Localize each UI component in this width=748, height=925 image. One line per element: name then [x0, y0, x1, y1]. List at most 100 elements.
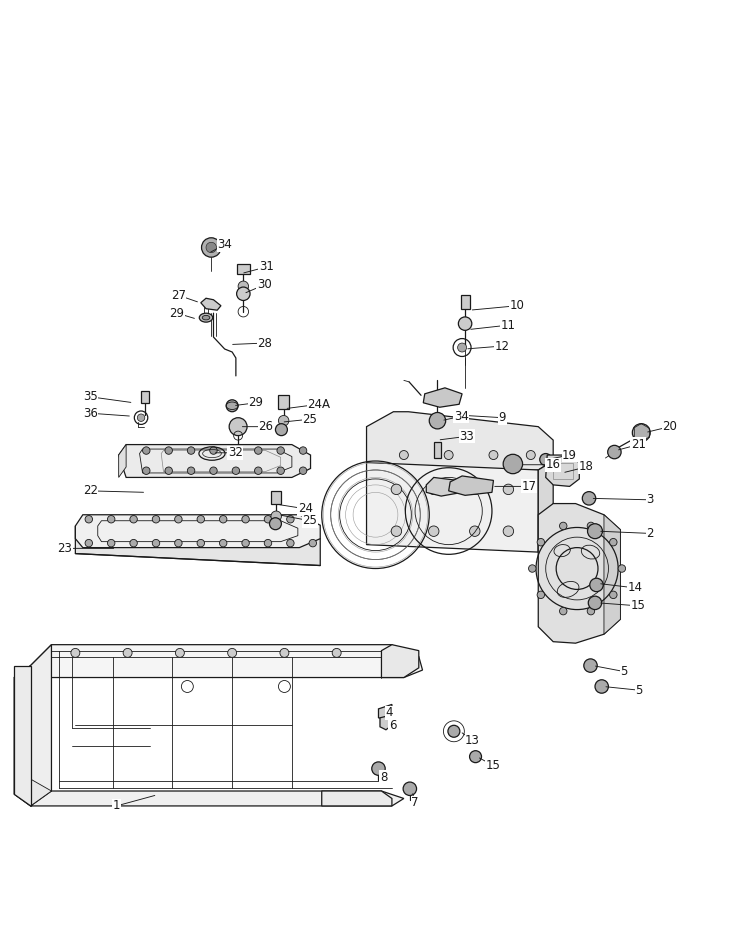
- Circle shape: [444, 450, 453, 460]
- Circle shape: [165, 447, 173, 454]
- Circle shape: [332, 648, 341, 658]
- Polygon shape: [426, 477, 464, 496]
- Circle shape: [391, 484, 402, 495]
- Circle shape: [232, 467, 239, 475]
- Text: 35: 35: [83, 390, 98, 403]
- Text: 15: 15: [486, 759, 501, 772]
- Text: 6: 6: [389, 719, 396, 732]
- Circle shape: [174, 515, 182, 523]
- Text: 12: 12: [495, 339, 510, 352]
- Polygon shape: [367, 462, 539, 552]
- Circle shape: [560, 523, 567, 530]
- Circle shape: [108, 539, 115, 547]
- Circle shape: [143, 447, 150, 454]
- Text: 1: 1: [113, 799, 120, 812]
- Circle shape: [227, 648, 236, 658]
- Circle shape: [143, 467, 150, 475]
- Circle shape: [403, 782, 417, 796]
- Circle shape: [153, 539, 160, 547]
- Text: 34: 34: [454, 410, 469, 423]
- Circle shape: [254, 447, 262, 454]
- Polygon shape: [367, 412, 554, 470]
- Circle shape: [503, 484, 514, 495]
- Polygon shape: [14, 779, 52, 806]
- Circle shape: [537, 538, 545, 546]
- Text: 32: 32: [227, 446, 242, 460]
- Circle shape: [275, 424, 287, 436]
- Circle shape: [219, 515, 227, 523]
- Circle shape: [269, 518, 281, 530]
- Text: 33: 33: [459, 430, 474, 443]
- Circle shape: [587, 523, 595, 530]
- Circle shape: [71, 648, 80, 658]
- Circle shape: [503, 526, 514, 536]
- Circle shape: [130, 515, 138, 523]
- Polygon shape: [381, 645, 419, 677]
- Polygon shape: [119, 445, 310, 477]
- Circle shape: [429, 484, 439, 495]
- Circle shape: [470, 526, 480, 536]
- Circle shape: [175, 648, 184, 658]
- Circle shape: [226, 400, 238, 412]
- Circle shape: [588, 596, 601, 610]
- Text: 24: 24: [298, 502, 313, 515]
- Circle shape: [236, 287, 250, 301]
- Text: 20: 20: [662, 420, 677, 433]
- Circle shape: [610, 538, 617, 546]
- Circle shape: [587, 524, 602, 538]
- Polygon shape: [76, 515, 320, 548]
- Circle shape: [108, 515, 115, 523]
- Text: 34: 34: [217, 238, 232, 251]
- Circle shape: [503, 454, 523, 474]
- Circle shape: [582, 491, 595, 505]
- Text: 27: 27: [171, 289, 186, 302]
- Text: 29: 29: [169, 307, 185, 320]
- Circle shape: [470, 751, 482, 762]
- Bar: [278, 395, 289, 409]
- Circle shape: [540, 453, 552, 465]
- Circle shape: [372, 762, 385, 775]
- Bar: [554, 462, 573, 479]
- Circle shape: [254, 467, 262, 475]
- Text: 5: 5: [620, 665, 628, 678]
- Ellipse shape: [202, 315, 209, 320]
- Text: 17: 17: [522, 480, 537, 493]
- Bar: [271, 491, 281, 504]
- Text: 22: 22: [83, 485, 98, 498]
- Polygon shape: [539, 461, 554, 552]
- Text: 7: 7: [411, 796, 419, 809]
- Circle shape: [271, 511, 281, 522]
- Circle shape: [187, 467, 194, 475]
- Circle shape: [153, 515, 160, 523]
- Text: 4: 4: [385, 706, 393, 719]
- Polygon shape: [423, 388, 462, 407]
- Text: 23: 23: [58, 542, 73, 555]
- Text: 11: 11: [501, 318, 516, 332]
- Ellipse shape: [199, 314, 212, 322]
- Text: 16: 16: [546, 458, 561, 471]
- Circle shape: [607, 445, 621, 459]
- Polygon shape: [378, 705, 392, 720]
- Circle shape: [280, 648, 289, 658]
- Text: 5: 5: [635, 684, 643, 697]
- Polygon shape: [31, 791, 404, 806]
- Circle shape: [264, 539, 272, 547]
- Polygon shape: [322, 791, 392, 806]
- Circle shape: [201, 238, 221, 257]
- Circle shape: [238, 281, 248, 291]
- Circle shape: [309, 539, 316, 547]
- Circle shape: [595, 680, 608, 693]
- Circle shape: [165, 467, 173, 475]
- Circle shape: [174, 539, 182, 547]
- Text: 19: 19: [562, 449, 577, 462]
- Circle shape: [209, 447, 217, 454]
- Circle shape: [278, 415, 289, 426]
- Circle shape: [299, 447, 307, 454]
- Circle shape: [219, 539, 227, 547]
- Circle shape: [264, 515, 272, 523]
- Circle shape: [309, 515, 316, 523]
- Circle shape: [206, 242, 216, 253]
- Polygon shape: [546, 455, 579, 487]
- Text: 18: 18: [579, 461, 593, 474]
- Text: 36: 36: [83, 407, 98, 420]
